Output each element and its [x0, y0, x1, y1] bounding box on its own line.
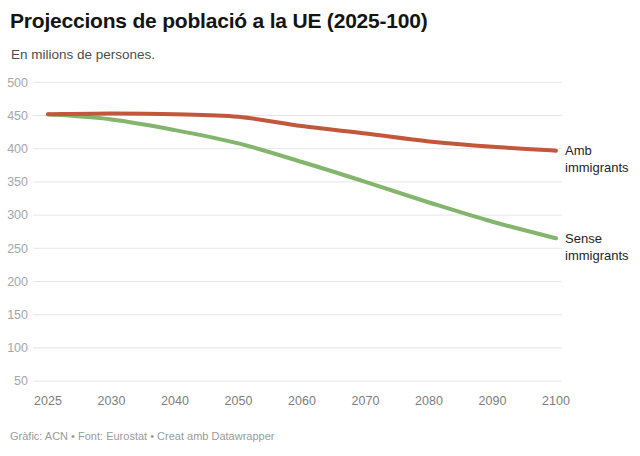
x-tick-label: 2090	[479, 394, 507, 408]
y-tick-label: 500	[7, 76, 28, 90]
x-tick-label: 2040	[161, 394, 189, 408]
series-label-amb-immigrants: Amb immigrants	[565, 142, 640, 176]
x-tick-label: 2100	[542, 394, 570, 408]
y-axis-labels: 500 450 400 350 300 250 200 150 100 50	[7, 76, 28, 389]
x-tick-label: 2060	[288, 394, 316, 408]
attribution-credit: Gràfic: ACN • Font: Eurostat • Creat amb…	[10, 430, 274, 442]
x-tick-label: 2080	[415, 394, 443, 408]
y-tick-label: 100	[7, 341, 28, 355]
line-chart-plot-area: 50045040035030025020015010050 2025203020…	[0, 70, 640, 420]
x-tick-label: 2050	[225, 394, 253, 408]
line-sense-immigrants	[48, 114, 556, 238]
y-tick-label: 400	[7, 142, 28, 156]
y-tick-label: 200	[7, 275, 28, 289]
y-tick-label: 450	[7, 109, 28, 123]
series-lines	[48, 114, 556, 239]
x-axis-labels: 2025 2030 2040 2050 2060 2070 2080 2090 2100	[34, 394, 570, 408]
x-tick-label: 2025	[34, 394, 62, 408]
chart-subtitle: En milions de persones.	[11, 47, 155, 62]
series-label-sense-immigrants: Sense immigrants	[565, 230, 640, 264]
line-amb-immigrants	[48, 114, 556, 151]
chart-title: Projeccions de població a la UE (2025-10…	[10, 9, 428, 33]
y-tick-label: 350	[7, 175, 28, 189]
y-tick-label: 250	[7, 242, 28, 256]
y-tick-label: 50	[14, 374, 28, 388]
y-tick-label: 300	[7, 208, 28, 222]
x-tick-label: 2070	[352, 394, 380, 408]
datawrapper-chart: Projeccions de població a la UE (2025-10…	[0, 0, 640, 456]
x-tick-label: 2030	[98, 394, 126, 408]
y-tick-label: 150	[7, 308, 28, 322]
